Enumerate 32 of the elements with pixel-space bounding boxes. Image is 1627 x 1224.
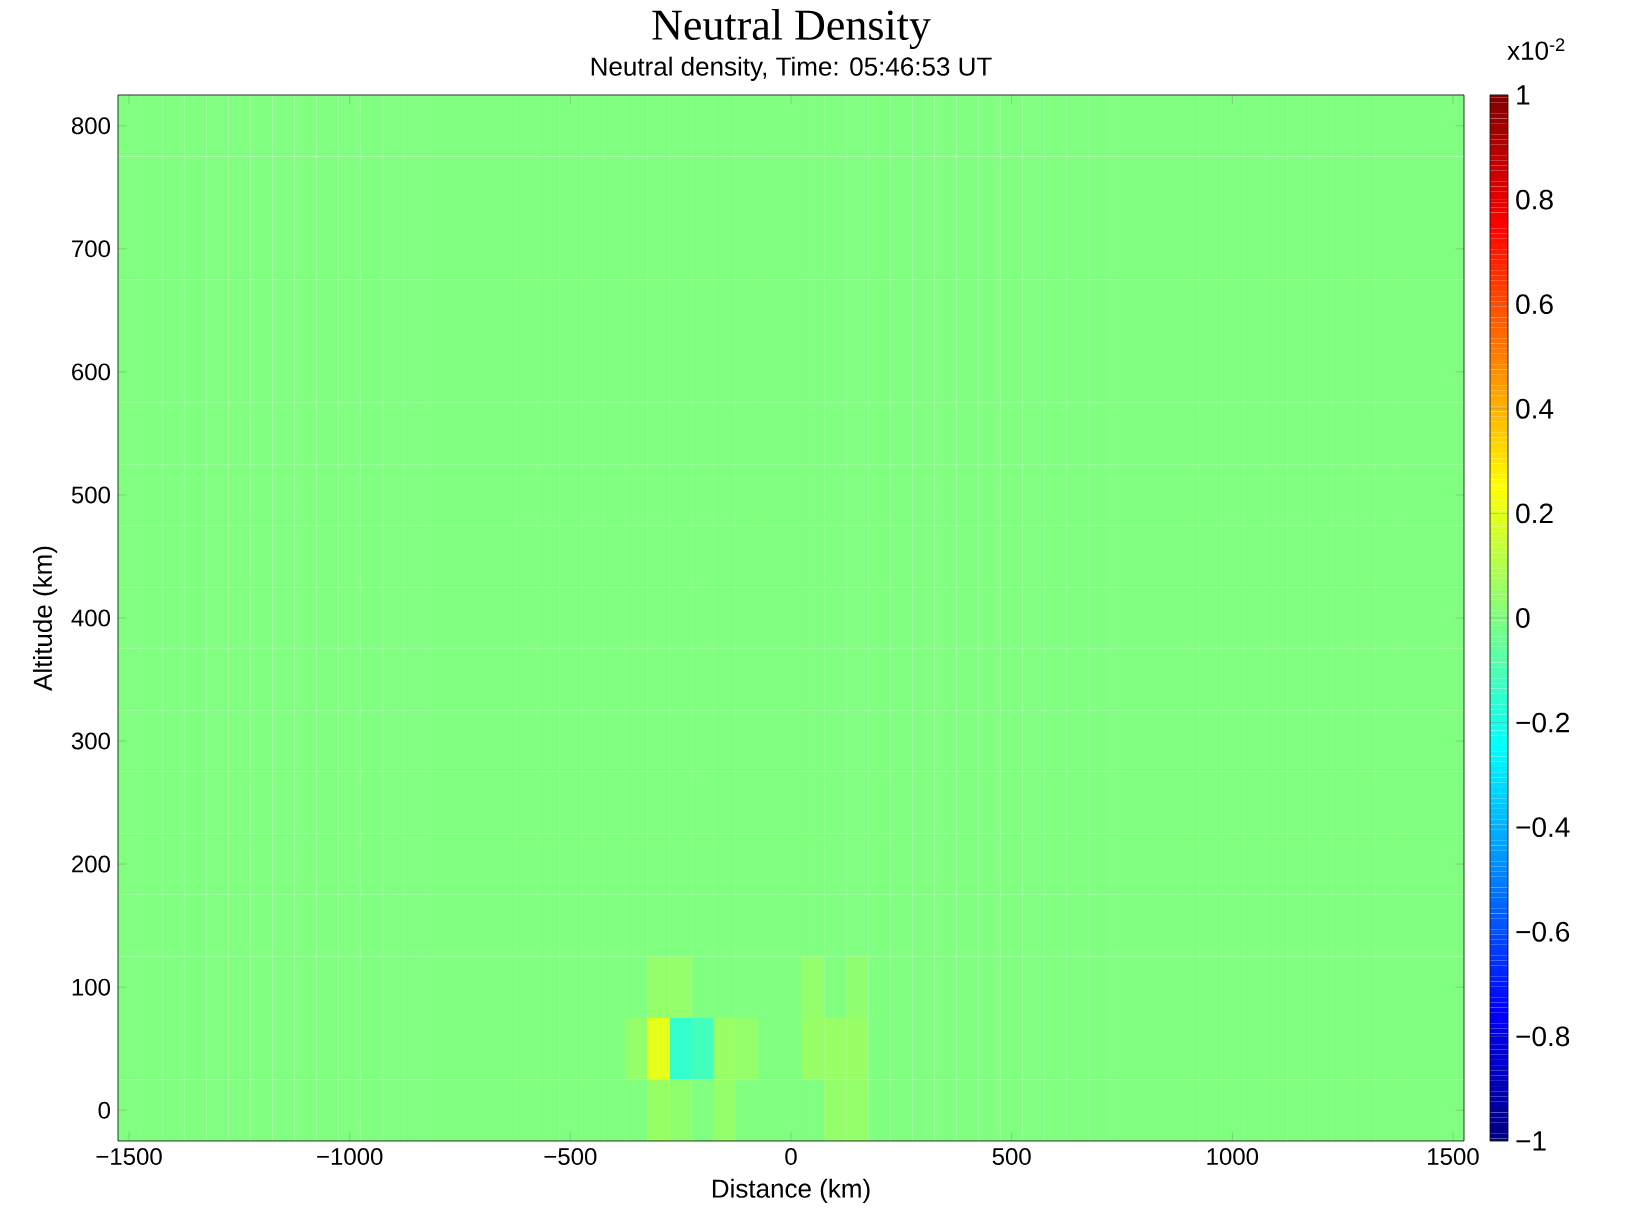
color-bar-label: −0.2	[1516, 712, 1569, 733]
y-tick-label: 100	[72, 978, 110, 996]
color-bar-label: 0	[1516, 608, 1530, 628]
y-axis-title: Altitude (km)	[32, 546, 58, 691]
y-tick-label: 0	[98, 1101, 111, 1119]
chart-subtitle: Neutral density, Time: 05:46:53 UT	[591, 56, 992, 81]
chart-title: Neutral Density	[652, 9, 931, 50]
x-tick-label: 1000	[1207, 1148, 1259, 1166]
color-bar-label: −0.4	[1516, 817, 1570, 838]
x-tick-label: 0	[785, 1148, 797, 1166]
x-tick-label: 500	[992, 1148, 1031, 1166]
color-bar-label: −0.8	[1516, 1026, 1570, 1047]
color-bar-label: 0.8	[1516, 189, 1553, 210]
x-tick-label: −1000	[317, 1148, 383, 1166]
color-bar-title: x10$^{-2}$	[1507, 38, 1565, 60]
y-tick-label: 200	[72, 855, 110, 873]
color-bar-label: −0.6	[1516, 921, 1570, 942]
y-tick-label: 300	[71, 732, 110, 750]
y-tick-label: 500	[71, 486, 110, 504]
x-tick-label: −500	[544, 1148, 597, 1166]
y-tick-label: 400	[71, 609, 110, 627]
color-bar-label: 0.6	[1516, 294, 1553, 315]
y-tick-label: 600	[72, 363, 110, 381]
x-axis-title: Distance (km)	[712, 1178, 870, 1204]
color-bar-label: 0.2	[1516, 503, 1553, 524]
color-bar-label: −1	[1516, 1131, 1546, 1151]
x-tick-label: 1500	[1428, 1148, 1479, 1166]
color-bar-label: 0.4	[1516, 398, 1554, 419]
color-bar-label: 1	[1517, 85, 1530, 105]
x-tick-label: −1500	[96, 1148, 162, 1166]
y-tick-label: 800	[71, 117, 110, 135]
y-tick-label: 700	[72, 240, 110, 258]
